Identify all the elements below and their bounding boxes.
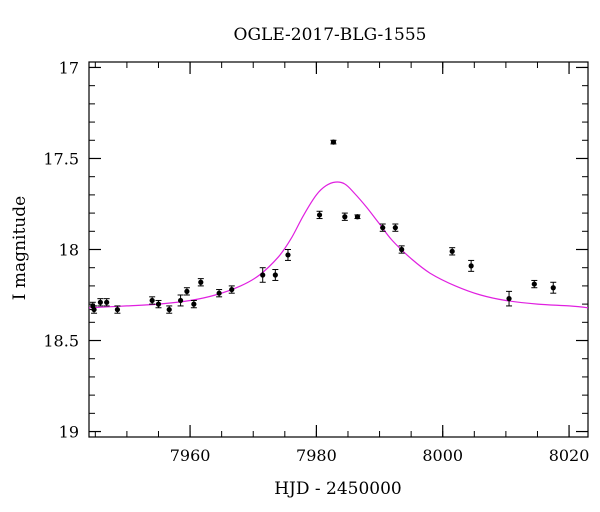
data-point — [97, 299, 103, 305]
data-point — [177, 297, 184, 304]
y-tick-label: 19 — [59, 423, 79, 442]
y-tick-label: 18 — [59, 241, 79, 260]
data-point — [354, 214, 361, 220]
model-curve — [89, 181, 588, 309]
data-point — [104, 299, 110, 305]
data-point — [330, 139, 337, 145]
data-point — [229, 286, 235, 293]
data-point — [149, 297, 155, 304]
data-point — [198, 279, 204, 285]
y-tick-label: 17.5 — [43, 149, 79, 168]
data-point — [531, 281, 537, 287]
data-point — [114, 306, 121, 313]
x-tick-label: 7980 — [296, 446, 337, 465]
x-tick-label: 8020 — [549, 446, 590, 465]
x-axis-label: HJD - 2450000 — [274, 479, 402, 499]
x-tick-label: 8000 — [422, 446, 463, 465]
data-point — [184, 288, 190, 294]
data-point — [392, 225, 398, 231]
data-point — [216, 290, 222, 296]
data-point — [506, 296, 512, 302]
data-point — [550, 285, 556, 291]
data-point — [91, 306, 97, 313]
y-tick-label: 18.5 — [43, 332, 79, 351]
plot-frame — [88, 61, 589, 438]
data-point — [191, 301, 197, 307]
data-point — [342, 214, 348, 220]
data-point — [260, 272, 266, 278]
data-point — [272, 272, 278, 278]
x-tick-label: 7960 — [170, 446, 211, 465]
data-point — [468, 263, 474, 269]
plot-area: 7960 7980 8000 8020 17 17.5 18 18.5 19 — [43, 58, 589, 465]
chart-title: OGLE-2017-BLG-1555 — [234, 25, 427, 45]
data-point — [380, 225, 386, 231]
data-point — [449, 248, 455, 254]
data-point — [155, 301, 162, 307]
y-axis-label: I magnitude — [10, 196, 30, 300]
data-point — [285, 252, 291, 258]
data-point — [166, 306, 172, 313]
data-point — [316, 212, 323, 218]
y-tick-label: 17 — [59, 58, 79, 77]
data-point — [399, 246, 405, 253]
